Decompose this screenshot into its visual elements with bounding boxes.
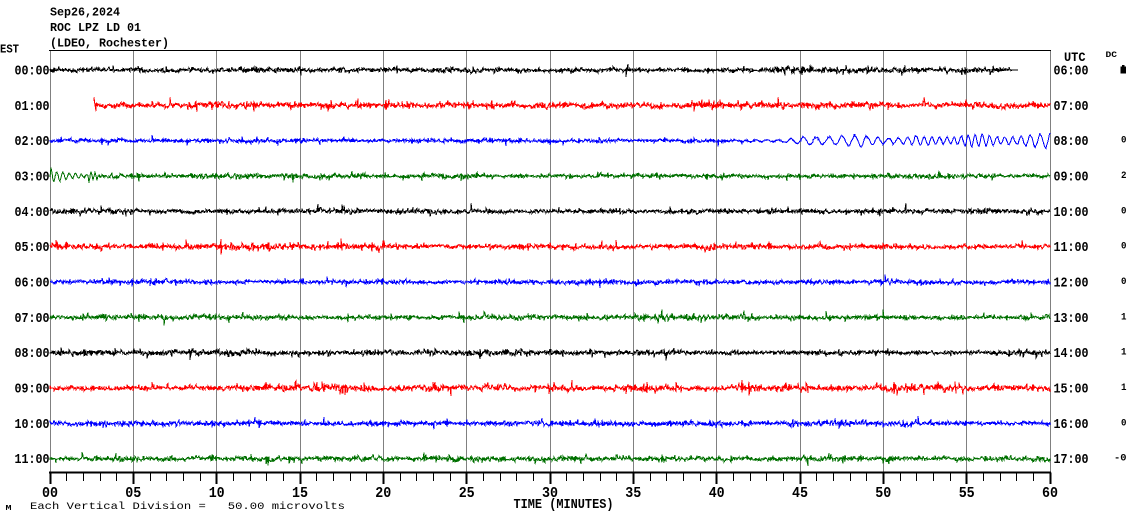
svg-text:14:00: 14:00 — [1054, 346, 1089, 362]
svg-text:09:00: 09:00 — [1054, 170, 1089, 186]
svg-text:20: 20 — [375, 485, 391, 502]
svg-text:0: 0 — [1121, 276, 1127, 288]
svg-text:01:00: 01:00 — [15, 99, 50, 115]
svg-text:ROC LPZ LD 01: ROC LPZ LD 01 — [50, 21, 141, 35]
svg-text:06:00: 06:00 — [1054, 64, 1089, 80]
svg-text:35: 35 — [625, 485, 641, 502]
svg-text:55: 55 — [959, 485, 975, 502]
svg-text:60: 60 — [1042, 485, 1058, 502]
svg-text:-0: -0 — [1114, 453, 1127, 465]
svg-text:00:00: 00:00 — [15, 64, 50, 80]
svg-text:0: 0 — [1121, 135, 1127, 147]
svg-text:15: 15 — [292, 485, 308, 502]
svg-text:17:00: 17:00 — [1054, 452, 1089, 468]
svg-text:10:00: 10:00 — [15, 417, 50, 433]
svg-text:07:00: 07:00 — [1054, 99, 1089, 115]
svg-text:10:00: 10:00 — [1054, 205, 1089, 221]
svg-text:30: 30 — [542, 485, 558, 502]
svg-text:15:00: 15:00 — [1054, 382, 1089, 398]
svg-text:10: 10 — [209, 485, 225, 502]
svg-text:EST: EST — [0, 43, 19, 57]
svg-text:05:00: 05:00 — [15, 240, 50, 256]
svg-text:40: 40 — [709, 485, 725, 502]
svg-text:07:00: 07:00 — [15, 311, 50, 327]
svg-text:06:00: 06:00 — [15, 276, 50, 292]
svg-text:0: 0 — [1121, 241, 1127, 253]
svg-text:45: 45 — [792, 485, 808, 502]
svg-text:25: 25 — [459, 485, 475, 502]
svg-text:11:00: 11:00 — [1054, 240, 1089, 256]
svg-text:08:00: 08:00 — [15, 346, 50, 362]
svg-text:16:00: 16:00 — [1054, 417, 1089, 433]
svg-text:UTC: UTC — [1064, 50, 1086, 65]
svg-text:1: 1 — [1121, 311, 1127, 323]
svg-text:1: 1 — [1121, 382, 1127, 394]
svg-text:(LDEO, Rochester): (LDEO, Rochester) — [50, 37, 169, 51]
svg-text:02:00: 02:00 — [15, 134, 50, 150]
svg-text:03:00: 03:00 — [15, 170, 50, 186]
svg-text:13:00: 13:00 — [1054, 311, 1089, 327]
svg-text:00: 00 — [42, 485, 58, 502]
svg-text:08:00: 08:00 — [1054, 134, 1089, 150]
svg-text:M: M — [6, 505, 12, 513]
svg-text:50: 50 — [875, 485, 891, 502]
svg-text:DC: DC — [1106, 51, 1118, 60]
svg-text:11:00: 11:00 — [15, 452, 50, 468]
svg-text:0: 0 — [1121, 417, 1127, 429]
svg-text:04:00: 04:00 — [15, 205, 50, 221]
svg-text:Each Vertical Division = 50.: Each Vertical Division = 50.00 microvolt… — [30, 501, 345, 513]
svg-text:12:00: 12:00 — [1054, 276, 1089, 292]
svg-text:05: 05 — [125, 485, 141, 502]
svg-text:2: 2 — [1121, 170, 1127, 182]
svg-text:1: 1 — [1121, 347, 1127, 359]
svg-text:Sep26,2024: Sep26,2024 — [50, 6, 120, 20]
svg-text:09:00: 09:00 — [15, 382, 50, 398]
svg-text:0: 0 — [1121, 205, 1127, 217]
svg-text:TIME (MINUTES): TIME (MINUTES) — [514, 497, 614, 513]
